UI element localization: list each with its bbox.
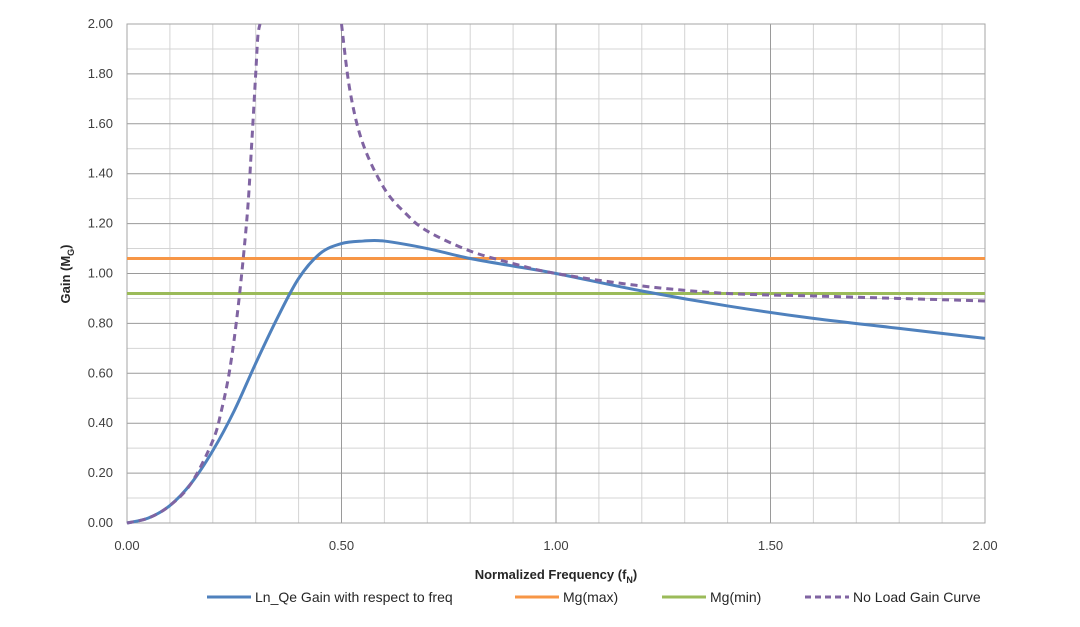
legend-item-ln-qe-gain: Ln_Qe Gain with respect to freq <box>207 589 453 605</box>
legend-label-no-load: No Load Gain Curve <box>853 589 981 605</box>
x-tick-label: 0.00 <box>114 538 139 553</box>
y-tick-label: 0.00 <box>88 515 113 530</box>
y-axis-title-sub: G <box>66 249 76 256</box>
y-tick-label: 1.80 <box>88 66 113 81</box>
series-ln-qe-gain-line <box>126 238 986 525</box>
y-tick-label: 0.40 <box>88 415 113 430</box>
legend-item-mg-max: Mg(max) <box>515 589 618 605</box>
y-tick-label: 0.20 <box>88 465 113 480</box>
series-no-load-gain-line <box>340 23 986 303</box>
legend-swatch-mg-max <box>515 595 559 599</box>
legend-swatch-mg-min <box>662 595 706 599</box>
legend-label-ln-qe-gain: Ln_Qe Gain with respect to freq <box>255 589 453 605</box>
legend-swatch-no-load <box>805 595 849 599</box>
legend-item-no-load: No Load Gain Curve <box>805 589 981 605</box>
legend-item-mg-min: Mg(min) <box>662 589 761 605</box>
y-tick-label: 1.00 <box>88 266 113 281</box>
y-tick-label: 2.00 <box>88 16 113 31</box>
y-axis-title: Gain (MG) <box>58 244 76 303</box>
y-tick-label: 1.60 <box>88 116 113 131</box>
x-tick-label: 0.50 <box>329 538 354 553</box>
x-tick-label: 1.50 <box>758 538 783 553</box>
x-axis-title-sub: N <box>626 575 633 585</box>
x-tick-label: 1.00 <box>543 538 568 553</box>
x-tick-label: 2.00 <box>972 538 997 553</box>
plot-area-border <box>126 23 986 524</box>
legend-swatch-ln-qe-gain <box>207 595 251 599</box>
series-no-load-gain-line <box>126 23 262 525</box>
x-tick-labels: 0.00 0.50 1.00 1.50 2.00 <box>114 538 997 553</box>
y-tick-label: 1.20 <box>88 216 113 231</box>
x-axis-title-end: ) <box>633 567 637 582</box>
legend-label-mg-max: Mg(max) <box>563 589 619 605</box>
y-tick-label: 0.80 <box>88 315 113 330</box>
y-axis-title-main: Gain (M <box>58 256 73 304</box>
legend-label-mg-min: Mg(min) <box>710 589 762 605</box>
legend: Ln_Qe Gain with respect to freq Mg(max) … <box>0 589 1080 611</box>
x-axis-title: Normalized Frequency (fN) <box>475 567 638 585</box>
y-tick-labels: 0.00 0.20 0.40 0.60 0.80 1.00 1.20 1.40 1.60 1.80… <box>88 16 113 530</box>
y-tick-label: 1.40 <box>88 166 113 181</box>
x-axis-title-main: Normalized Frequency (f <box>475 567 627 582</box>
y-axis-title-end: ) <box>58 244 73 248</box>
y-tick-label: 0.60 <box>88 365 113 380</box>
series-layer <box>126 23 986 525</box>
